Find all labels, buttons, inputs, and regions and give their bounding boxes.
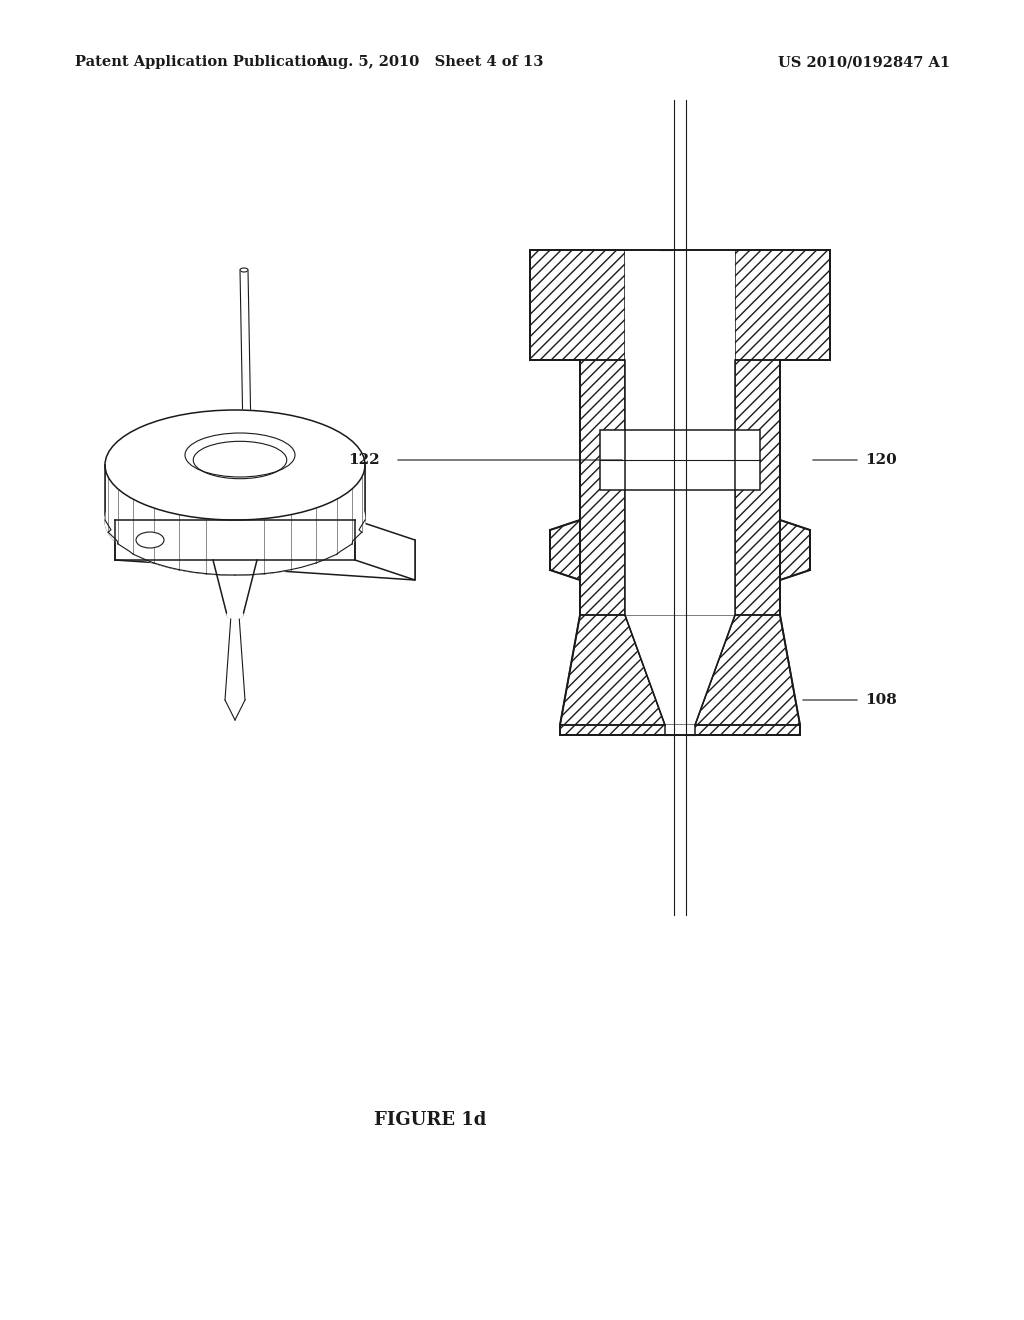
Text: Aug. 5, 2010   Sheet 4 of 13: Aug. 5, 2010 Sheet 4 of 13 (316, 55, 544, 69)
Text: FIGURE 1d: FIGURE 1d (374, 1111, 486, 1129)
Text: 108: 108 (865, 693, 897, 708)
Bar (600, 430, 760, 490)
Bar (580, 360, 625, 615)
Polygon shape (355, 520, 415, 579)
Ellipse shape (136, 532, 164, 548)
Ellipse shape (105, 465, 365, 576)
Bar (735, 360, 780, 615)
Polygon shape (115, 520, 415, 579)
Bar (665, 725, 695, 735)
Ellipse shape (185, 433, 295, 477)
Ellipse shape (105, 411, 365, 520)
Polygon shape (625, 615, 735, 725)
Text: US 2010/0192847 A1: US 2010/0192847 A1 (778, 55, 950, 69)
Bar (560, 725, 800, 735)
Bar (625, 490, 735, 615)
Bar (625, 360, 735, 430)
Bar (735, 249, 830, 360)
Text: 122: 122 (348, 453, 380, 467)
Bar (625, 249, 735, 360)
Text: 120: 120 (865, 453, 897, 467)
Text: Patent Application Publication: Patent Application Publication (75, 55, 327, 69)
Ellipse shape (240, 268, 248, 272)
Ellipse shape (227, 611, 243, 619)
Bar (530, 249, 625, 360)
